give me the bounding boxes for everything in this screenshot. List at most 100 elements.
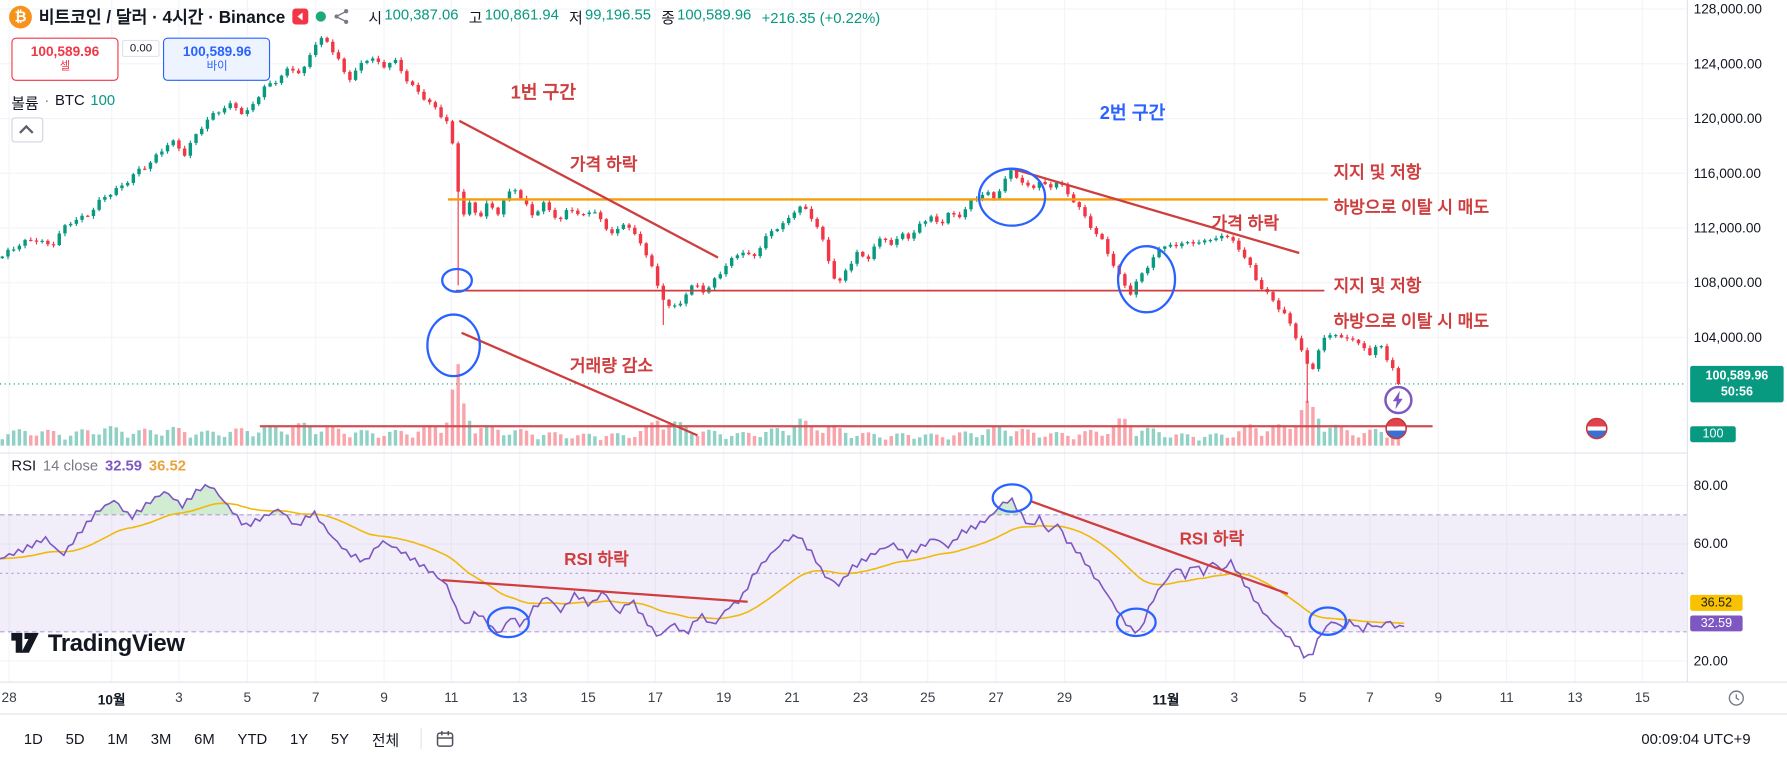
rsi-series (0, 483, 1405, 660)
tradingview-logo-text: TradingView (47, 629, 185, 656)
tradingview-logo[interactable]: TradingView (9, 629, 185, 657)
red-flag-icon[interactable] (292, 8, 309, 25)
trend-line-drawing (458, 119, 719, 259)
date-range-buttons: 1D 5D 1M 3M 6M YTD 1Y 5Y 전체 (14, 723, 410, 754)
trend-line-drawing (1011, 167, 1300, 255)
target-sticker-icon[interactable] (1385, 417, 1408, 445)
low-label: 저 (569, 9, 583, 27)
close-label: 종 (661, 9, 675, 27)
time-axis-label: 21 (784, 689, 800, 706)
range-button-6m[interactable]: 6M (184, 723, 225, 754)
buy-button[interactable]: 100,589.96 바이 (163, 37, 271, 81)
low-value: 99,196.55 (585, 5, 651, 23)
time-axis-label: 19 (716, 689, 732, 706)
ellipse-drawing (991, 483, 1033, 513)
time-axis-label: 3 (175, 689, 183, 706)
change-value: +216.35 (+0.22%) (761, 9, 881, 27)
time-axis-label: 9 (380, 689, 388, 706)
annotation-text: 가격 하락 (1212, 214, 1280, 233)
annotation-text: 1번 구간 (511, 81, 577, 102)
ellipse-drawing (486, 606, 530, 639)
price-scale-label: 120,000.00 (1693, 110, 1763, 127)
price-scale-label: 128,000.00 (1693, 1, 1763, 18)
trend-line-drawing (442, 578, 748, 603)
ellipse-drawing (1116, 245, 1177, 314)
bottom-toolbar: 1D 5D 1M 3M 6M YTD 1Y 5Y 전체 00:09:04 UTC+9 (0, 713, 1787, 762)
time-axis-label: 27 (988, 689, 1004, 706)
price-scale-label: 108,000.00 (1693, 274, 1763, 291)
range-button-1y[interactable]: 1Y (280, 723, 319, 754)
buy-price: 100,589.96 (182, 43, 252, 60)
time-axis-label: 11월 (1152, 691, 1180, 708)
rsi-badge: 32.59 (1690, 615, 1743, 632)
range-button-1m[interactable]: 1M (97, 723, 138, 754)
price-scale-label: 104,000.00 (1693, 329, 1763, 346)
annotation-text: 지지 및 저항 (1333, 276, 1421, 296)
share-icon[interactable] (333, 8, 350, 25)
rsi-value: 32.59 (104, 457, 143, 475)
trend-line-drawing (1031, 500, 1289, 595)
open-value: 100,387.06 (384, 5, 459, 23)
trade-widget: 100,589.96 셀 0.00 100,589.96 바이 (11, 37, 271, 81)
time-axis[interactable]: 28 10월 3 5 7 9 11 13 15 17 19 21 23 25 27 29 11월 3 5 7 9 11 13… (0, 681, 1787, 715)
annotation-text: RSI 하락 (564, 550, 629, 569)
time-axis-label: 15 (1634, 689, 1650, 706)
time-axis-label: 5 (1298, 689, 1307, 706)
ellipse-drawing (426, 313, 481, 378)
clock-utc[interactable]: 00:09:04 UTC+9 (1641, 729, 1751, 748)
calendar-icon[interactable] (433, 727, 457, 751)
time-axis-label: 17 (647, 689, 663, 706)
range-button-5y[interactable]: 5Y (321, 723, 360, 754)
time-axis-label: 7 (1366, 689, 1374, 706)
chevron-up-icon (18, 124, 33, 139)
annotation-text: 하방으로 이탈 시 매도 (1333, 197, 1489, 217)
range-button-전체[interactable]: 전체 (362, 723, 410, 754)
price-scale-label: 112,000.00 (1693, 219, 1762, 236)
candlestick-series (0, 36, 1401, 403)
annotation-text: 가격 하락 (570, 155, 638, 174)
time-axis-label: 3 (1230, 689, 1239, 706)
price-scale-label: 124,000.00 (1693, 55, 1763, 72)
time-axis-label: 29 (1056, 689, 1073, 706)
range-button-1d[interactable]: 1D (14, 723, 53, 754)
range-button-ytd[interactable]: YTD (227, 723, 277, 754)
symbol-legend-row: ₿ 비트코인 / 달러 · 4시간 · Binance 시 100,387.06 … (9, 5, 880, 29)
volume-title: 볼륨 (11, 94, 39, 112)
market-status-icon (315, 11, 327, 22)
lightning-sticker-icon[interactable] (1384, 385, 1414, 420)
rsi-scale-label: 80.00 (1693, 477, 1728, 494)
sell-button[interactable]: 100,589.96 셀 (11, 37, 119, 81)
tradingview-mark-icon (11, 632, 39, 653)
rsi-ma-line (0, 502, 1405, 625)
time-axis-label: 7 (311, 689, 320, 706)
rsi-scale-label: 60.00 (1693, 536, 1728, 552)
collapse-pane-button[interactable] (11, 117, 44, 143)
annotation-text: RSI 하락 (1180, 530, 1245, 549)
time-axis-label: 9 (1434, 689, 1443, 706)
price-scale[interactable]: 128,000.00 124,000.00 120,000.00 116,000.00… (1686, 0, 1787, 682)
open-label: 시 (368, 9, 383, 27)
target-sticker-icon[interactable] (1585, 417, 1608, 445)
spread-value: 0.00 (121, 39, 161, 57)
ellipse-drawing (1115, 607, 1157, 638)
rsi-ma-badge: 36.52 (1690, 594, 1743, 611)
annotation-text: 하방으로 이탈 시 매도 (1333, 311, 1489, 331)
time-axis-label: 23 (852, 689, 869, 706)
ellipse-drawing (1308, 606, 1348, 636)
rsi-line (0, 483, 1405, 660)
time-axis-label: 11 (1499, 689, 1514, 706)
volume-legend: 볼륨 · BTC 100 (11, 91, 115, 113)
symbol-title[interactable]: 비트코인 / 달러 · 4시간 · Binance (38, 7, 286, 28)
volume-separator: · (44, 91, 50, 109)
time-axis-label: 13 (1567, 689, 1583, 706)
range-button-3m[interactable]: 3M (141, 723, 182, 754)
time-axis-label: 15 (580, 689, 596, 706)
time-axis-label: 28 (1, 689, 17, 706)
timezone-clock-icon[interactable] (1728, 690, 1745, 711)
range-button-5d[interactable]: 5D (55, 723, 94, 754)
high-label: 고 (468, 9, 483, 27)
